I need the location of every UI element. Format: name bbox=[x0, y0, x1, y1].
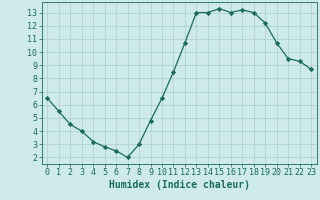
X-axis label: Humidex (Indice chaleur): Humidex (Indice chaleur) bbox=[109, 180, 250, 190]
